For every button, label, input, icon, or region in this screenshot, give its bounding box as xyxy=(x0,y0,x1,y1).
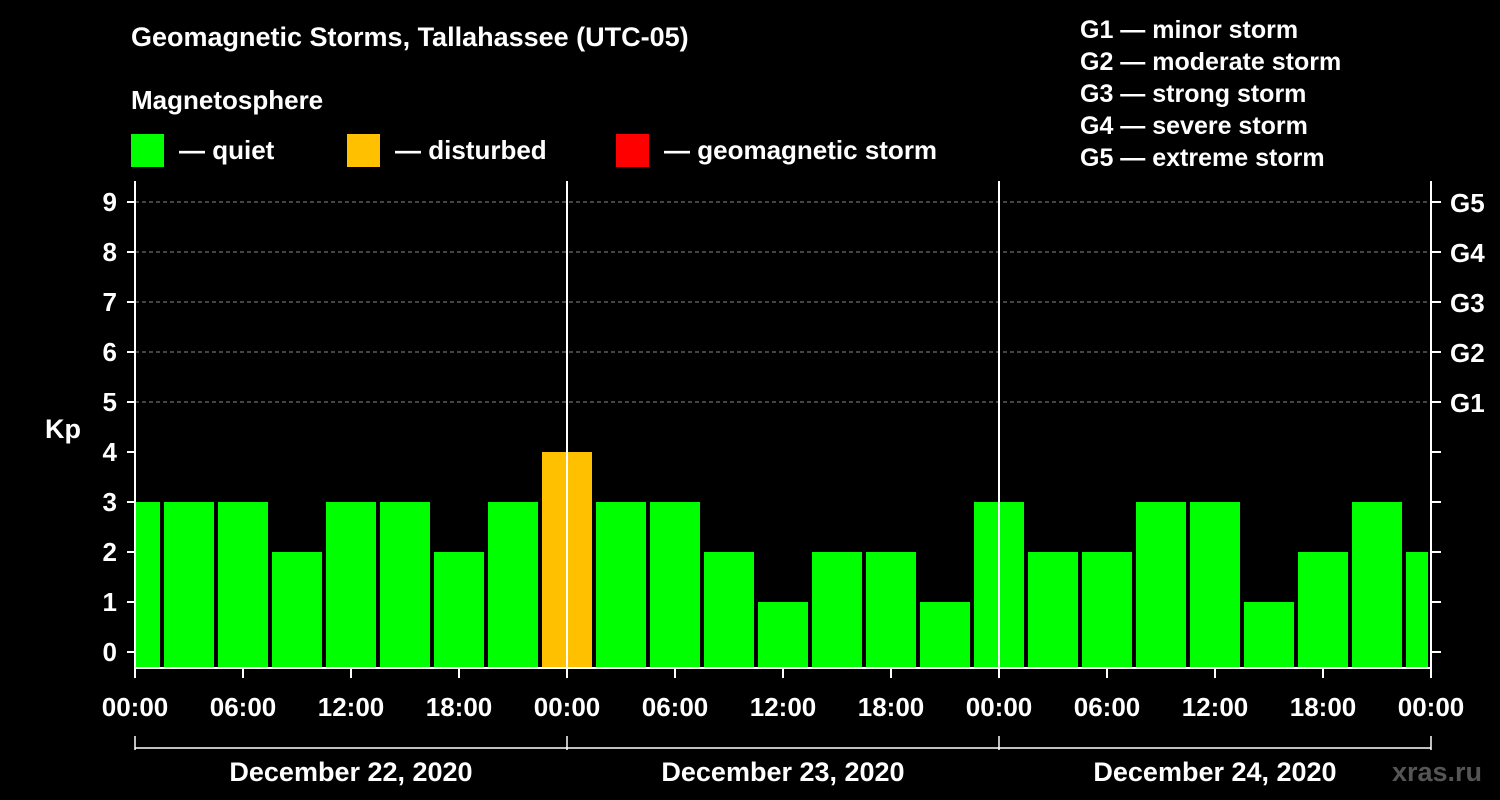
bar xyxy=(704,552,754,668)
bar xyxy=(1082,552,1132,668)
y-tick-label: 6 xyxy=(103,337,117,367)
legend-swatch-storm xyxy=(616,133,649,167)
x-tick-label: 12:00 xyxy=(318,692,385,722)
day-label: December 23, 2020 xyxy=(661,757,904,787)
x-tick-label: 18:00 xyxy=(1290,692,1357,722)
legend-quiet: — quiet xyxy=(131,133,274,167)
y-axis-label: Kp xyxy=(45,414,81,444)
x-tick-label: 00:00 xyxy=(102,692,169,722)
x-tick-label: 12:00 xyxy=(1182,692,1249,722)
bar xyxy=(434,552,484,668)
g-level-legend: G1 — minor storm G2 — moderate storm G3 … xyxy=(1080,14,1341,174)
bar xyxy=(650,502,700,668)
bar xyxy=(272,552,322,668)
bar xyxy=(380,502,430,668)
right-tick-label: G4 xyxy=(1450,238,1485,268)
grid-lines xyxy=(135,201,1431,403)
x-tick-label: 06:00 xyxy=(642,692,709,722)
g-level-1: G1 — minor storm xyxy=(1080,16,1299,44)
bar xyxy=(136,502,160,668)
legend-swatch-disturbed xyxy=(347,133,380,167)
chart-title: Geomagnetic Storms, Tallahassee (UTC-05) xyxy=(131,22,689,52)
bar xyxy=(218,502,268,668)
bar xyxy=(1190,502,1240,668)
y-axis: 0 1 2 3 4 5 6 7 8 9 xyxy=(103,187,135,667)
bar xyxy=(596,502,646,668)
g-level-5: G5 — extreme storm xyxy=(1080,144,1325,172)
bar xyxy=(326,502,376,668)
y-tick-label: 2 xyxy=(103,537,117,567)
y-tick-label: 9 xyxy=(103,187,117,217)
bar xyxy=(488,502,538,668)
y-tick-label: 4 xyxy=(103,437,118,467)
y-tick-label: 1 xyxy=(103,587,117,617)
legend-storm: — geomagnetic storm xyxy=(616,133,937,167)
bar xyxy=(812,552,862,668)
bars xyxy=(136,452,1428,668)
right-tick-label: G2 xyxy=(1450,338,1485,368)
bar xyxy=(164,502,214,668)
y-tick-label: 5 xyxy=(103,387,117,417)
x-tick-label: 12:00 xyxy=(750,692,817,722)
day-axis: December 22, 2020 December 23, 2020 Decemb… xyxy=(134,736,1432,787)
right-tick-label: G1 xyxy=(1450,388,1485,418)
right-axis: G1 G2 G3 G4 G5 xyxy=(1431,188,1485,653)
right-tick-label: G5 xyxy=(1450,188,1485,218)
x-tick-label: 06:00 xyxy=(1074,692,1141,722)
x-tick-label: 18:00 xyxy=(426,692,493,722)
g-level-3: G3 — strong storm xyxy=(1080,80,1307,108)
y-tick-label: 0 xyxy=(103,637,117,667)
legend-label-disturbed: — disturbed xyxy=(395,134,547,165)
x-tick-label: 00:00 xyxy=(1398,692,1465,722)
x-tick-label: 06:00 xyxy=(210,692,277,722)
y-tick-label: 8 xyxy=(103,237,117,267)
legend-disturbed: — disturbed xyxy=(347,133,547,167)
g-level-2: G2 — moderate storm xyxy=(1080,48,1342,76)
bar xyxy=(758,602,808,668)
x-tick-label: 00:00 xyxy=(966,692,1033,722)
bar xyxy=(1406,552,1428,668)
bar xyxy=(1298,552,1348,668)
bar xyxy=(920,602,970,668)
legend-swatch-quiet xyxy=(131,133,164,167)
y-tick-label: 3 xyxy=(103,487,117,517)
source-label: xras.ru xyxy=(1391,757,1482,787)
magnetosphere-label: Magnetosphere xyxy=(131,85,324,115)
bar xyxy=(1136,502,1186,668)
right-tick-label: G3 xyxy=(1450,288,1485,318)
x-axis: 00:00 06:00 12:00 18:00 00:00 06:00 12:00 18:00… xyxy=(102,668,1465,722)
bar xyxy=(866,552,916,668)
bar xyxy=(1028,552,1078,668)
day-label: December 24, 2020 xyxy=(1093,757,1336,787)
legend-label-quiet: — quiet xyxy=(179,134,275,165)
x-tick-label: 00:00 xyxy=(534,692,601,722)
g-level-4: G4 — severe storm xyxy=(1080,112,1308,140)
day-label: December 22, 2020 xyxy=(229,757,472,787)
x-tick-label: 18:00 xyxy=(858,692,925,722)
bar xyxy=(1352,502,1402,668)
legend-label-storm: — geomagnetic storm xyxy=(664,134,938,165)
bar xyxy=(1244,602,1294,668)
y-tick-label: 7 xyxy=(103,287,117,317)
